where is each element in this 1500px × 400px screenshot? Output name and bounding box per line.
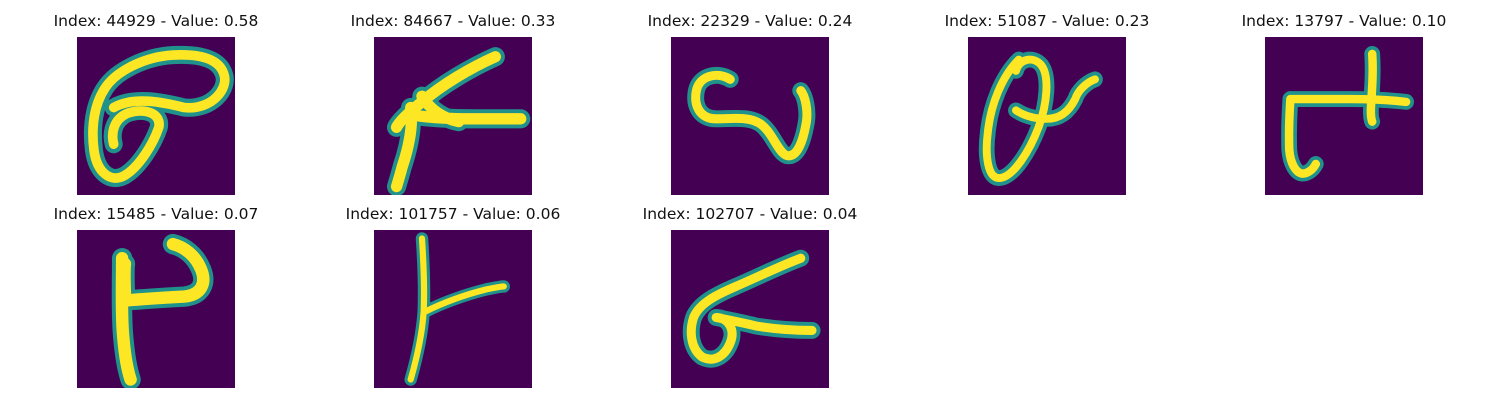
image-panel: Index: 102707 - Value: 0.04: [620, 203, 880, 389]
digit-image: [77, 230, 235, 388]
digit-image: [77, 37, 235, 195]
panel-title: Index: 101757 - Value: 0.06: [345, 205, 561, 223]
digit-image: [671, 230, 829, 388]
digit-image: [374, 230, 532, 388]
digit-image: [374, 37, 532, 195]
panel-title: Index: 84667 - Value: 0.33: [350, 12, 556, 30]
panel-title: Index: 22329 - Value: 0.24: [647, 12, 853, 30]
panel-title: Index: 102707 - Value: 0.04: [642, 205, 858, 223]
digit-image: [1265, 37, 1423, 195]
image-panel: Index: 101757 - Value: 0.06: [323, 203, 583, 389]
image-panel: Index: 51087 - Value: 0.23: [917, 10, 1177, 196]
image-panel: Index: 15485 - Value: 0.07: [26, 203, 286, 389]
image-panel: Index: 13797 - Value: 0.10: [1214, 10, 1474, 196]
panel-title: Index: 51087 - Value: 0.23: [944, 12, 1150, 30]
image-panel: Index: 22329 - Value: 0.24: [620, 10, 880, 196]
panel-title: Index: 44929 - Value: 0.58: [53, 12, 259, 30]
panel-title: Index: 15485 - Value: 0.07: [53, 205, 259, 223]
image-panel: Index: 84667 - Value: 0.33: [323, 10, 583, 196]
image-panel: Index: 44929 - Value: 0.58: [26, 10, 286, 196]
panel-title: Index: 13797 - Value: 0.10: [1241, 12, 1447, 30]
digit-image: [968, 37, 1126, 195]
digit-image: [671, 37, 829, 195]
